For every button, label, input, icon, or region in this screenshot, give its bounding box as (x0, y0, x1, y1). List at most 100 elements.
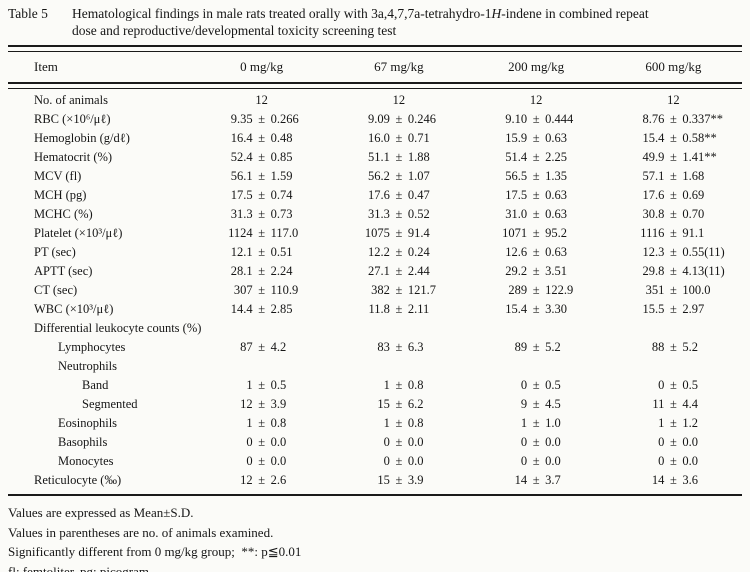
plus-minus-sign: ± (395, 112, 403, 126)
value-cell: 1116 ±91.1 (605, 224, 742, 243)
plus-minus-sign: ± (395, 340, 403, 354)
mean-value: 16.4 (230, 131, 253, 145)
sd-value: 6.3 (407, 340, 424, 354)
table-caption: Table 5 Hematological findings in male r… (8, 6, 742, 39)
cell-value: 12 (667, 93, 680, 107)
plus-minus-sign: ± (395, 454, 403, 468)
value-cell: 28.1 ±2.24 (193, 262, 330, 281)
sd-value: 4.4 (682, 397, 698, 411)
plus-minus-sign: ± (395, 131, 403, 145)
mean-value: 1124 (228, 226, 253, 240)
mean-value: 1 (658, 416, 665, 430)
value-cell: 15.4 ±0.58** (605, 129, 742, 148)
row-label: Hematocrit (%) (34, 150, 113, 164)
value-cell: 12 (605, 91, 742, 110)
value-cell: 12.3 ±0.55(11) (605, 243, 742, 262)
value-cell: 17.6 ±0.47 (330, 186, 467, 205)
plus-minus-sign: ± (532, 112, 540, 126)
sd-value: 3.7 (545, 473, 561, 487)
table-row: Band 1 ±0.5 1 ±0.8 0 ±0.5 0 ±0.5 (8, 376, 742, 395)
mean-value: 9 (520, 397, 528, 411)
plus-minus-sign: ± (395, 150, 403, 164)
plus-minus-sign: ± (669, 207, 677, 221)
header-rule (8, 82, 742, 89)
plus-minus-sign: ± (532, 283, 540, 297)
mean-value: 9.09 (368, 112, 390, 126)
sd-value: 0.58** (682, 131, 717, 145)
value-cell: 12 (193, 91, 330, 110)
mean-value: 17.6 (368, 188, 390, 202)
value-cell (193, 357, 330, 376)
plus-minus-sign: ± (258, 435, 266, 449)
sd-value: 3.9 (270, 397, 287, 411)
mean-value: 17.5 (230, 188, 253, 202)
mean-value: 57.1 (642, 169, 665, 183)
row-label: RBC (×10⁶/μℓ) (34, 112, 111, 126)
value-cell: 52.4 ±0.85 (193, 148, 330, 167)
plus-minus-sign: ± (532, 226, 540, 240)
value-cell: 1071 ±95.2 (468, 224, 605, 243)
plus-minus-sign: ± (669, 169, 677, 183)
sd-value: 0.5 (545, 378, 561, 392)
plus-minus-sign: ± (669, 131, 677, 145)
mean-value: 14.4 (230, 302, 253, 316)
plus-minus-sign: ± (395, 302, 403, 316)
caption-line1-post: -indene in combined repeat (501, 6, 649, 21)
mean-value: 0 (658, 435, 665, 449)
cell-value: 12 (529, 93, 543, 107)
plus-minus-sign: ± (669, 283, 677, 297)
mean-value: 11.8 (368, 302, 390, 316)
plus-minus-sign: ± (669, 340, 677, 354)
plus-minus-sign: ± (258, 169, 266, 183)
sd-value: 1.68 (682, 169, 705, 183)
mean-value: 1 (383, 416, 390, 430)
sd-value: 0.52 (407, 207, 430, 221)
sd-value: 0.0 (270, 435, 287, 449)
value-cell: 88 ±5.2 (605, 338, 742, 357)
plus-minus-sign: ± (669, 226, 677, 240)
value-cell: 15 ±6.2 (330, 395, 467, 414)
mean-value: 14 (514, 473, 528, 487)
mean-value: 307 (233, 283, 253, 297)
sd-value: 0.246 (407, 112, 436, 126)
row-label: No. of animals (34, 93, 108, 107)
top-rule (8, 45, 742, 52)
plus-minus-sign: ± (669, 378, 677, 392)
caption-italic: H (491, 6, 502, 21)
value-cell (468, 319, 605, 338)
mean-value: 0 (658, 378, 665, 392)
value-cell: 12 (330, 91, 467, 110)
value-cell (605, 357, 742, 376)
plus-minus-sign: ± (532, 416, 540, 430)
row-label: MCHC (%) (34, 207, 93, 221)
sd-value: 2.97 (682, 302, 705, 316)
row-label: MCH (pg) (34, 188, 87, 202)
table-row: WBC (×10³/μℓ) 14.4 ±2.85 11.8 ±2.11 15.4 ±3.30… (8, 300, 742, 319)
value-cell: 57.1 ±1.68 (605, 167, 742, 186)
sd-value: 0.63 (545, 245, 567, 259)
value-cell: 0 ±0.0 (193, 433, 330, 452)
value-cell: 14 ±3.7 (468, 471, 605, 490)
plus-minus-sign: ± (395, 378, 403, 392)
table-row: Platelet (×10³/μℓ) 1124 ±117.0 1075 ±91.4 107… (8, 224, 742, 243)
value-cell: 0 ±0.0 (605, 433, 742, 452)
value-cell: 11.8 ±2.11 (330, 300, 467, 319)
mean-value: 31.0 (505, 207, 528, 221)
mean-value: 0 (246, 435, 253, 449)
column-header-dose-200: 200 mg/kg (508, 59, 565, 74)
plus-minus-sign: ± (395, 188, 403, 202)
table-row: Hematocrit (%) 52.4 ±0.85 51.1 ±1.88 51.4 ±2.2… (8, 148, 742, 167)
sd-value: 0.85 (270, 150, 293, 164)
mean-value: 12.3 (642, 245, 665, 259)
plus-minus-sign: ± (258, 454, 266, 468)
value-cell: 12.6 ±0.63 (468, 243, 605, 262)
mean-value: 1 (383, 378, 390, 392)
mean-value: 12.2 (368, 245, 390, 259)
plus-minus-sign: ± (669, 188, 677, 202)
row-label: Platelet (×10³/μℓ) (34, 226, 123, 240)
sd-value: 2.11 (407, 302, 430, 316)
value-cell: 11 ±4.4 (605, 395, 742, 414)
caption-line2: dose and reproductive/developmental toxi… (72, 22, 397, 38)
plus-minus-sign: ± (669, 416, 677, 430)
